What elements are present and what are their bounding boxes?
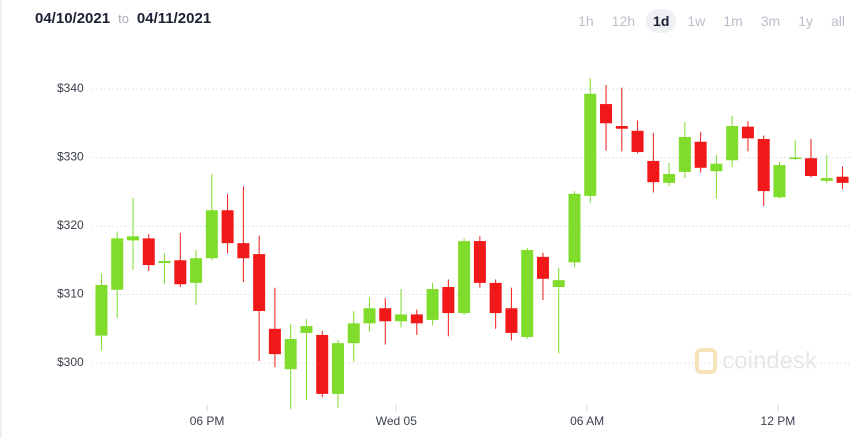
candle-body (237, 243, 250, 259)
range-buttons: 1h 12h 1d 1w 1m 3m 1y all (571, 9, 852, 33)
start-date[interactable]: 04/10/2021 (35, 10, 111, 27)
watermark: coindesk (722, 347, 818, 374)
candle-body (536, 256, 549, 279)
range-button[interactable]: 1w (687, 13, 706, 29)
range-button[interactable]: all (830, 13, 845, 29)
y-tick-label: $310 (57, 287, 84, 301)
candle-body (631, 130, 644, 153)
candle-body (426, 289, 439, 320)
x-tick-label: Wed 05 (376, 414, 417, 428)
candle-body (253, 254, 266, 311)
candle-body (820, 178, 833, 181)
watermark-logo (695, 348, 717, 374)
end-date[interactable]: 04/11/2021 (136, 10, 212, 27)
candle-body (111, 238, 124, 290)
candle-body (190, 258, 203, 283)
candle-body (410, 314, 423, 324)
candle-body (126, 236, 139, 241)
candle-body (95, 284, 108, 336)
candle-body (552, 280, 565, 287)
candle-body (331, 343, 344, 394)
candle-body (663, 173, 676, 183)
candle-body (205, 210, 218, 259)
range-button[interactable]: 1h (578, 13, 594, 29)
candle-body (600, 104, 613, 124)
candle-body (489, 282, 502, 314)
candle-body (678, 136, 691, 172)
candle-body (710, 163, 723, 172)
candle-body (300, 326, 313, 333)
candle-body (584, 93, 597, 196)
candle-body (347, 323, 360, 344)
candle-body (158, 260, 171, 264)
range-button[interactable]: 1y (798, 13, 813, 29)
candle-body (442, 286, 455, 314)
candle-body (757, 139, 770, 192)
range-button[interactable]: 12h (611, 13, 636, 29)
range-button[interactable]: 1m (723, 13, 743, 29)
candle-body (568, 193, 581, 263)
y-tick-label: $330 (57, 150, 84, 164)
range-button[interactable]: 1d (646, 9, 677, 33)
y-tick-label: $300 (57, 355, 84, 369)
candle-body (268, 328, 281, 355)
candle-body (458, 241, 471, 314)
y-tick-label: $340 (57, 81, 84, 95)
candle-body (174, 260, 187, 285)
candle-body (473, 241, 486, 283)
candle-body (694, 141, 707, 168)
candle-body (142, 238, 155, 266)
candle-body (521, 250, 534, 338)
candle-body (395, 314, 408, 322)
candle-body (379, 308, 392, 322)
candle-body (789, 157, 802, 160)
x-tick-label: 12 PM (761, 414, 796, 428)
candle-body (316, 334, 329, 394)
candle-body (741, 126, 754, 139)
y-tick-label: $320 (57, 218, 84, 232)
candle-body (284, 339, 297, 370)
date-range: 04/10/2021 to 04/11/2021 (35, 10, 211, 27)
candle-body (363, 308, 376, 324)
candle-body (505, 308, 518, 333)
candle-body (836, 176, 849, 183)
range-button[interactable]: 3m (760, 13, 781, 29)
candle-body (615, 125, 628, 129)
candle-body (647, 160, 660, 183)
x-tick-label: 06 AM (570, 414, 604, 428)
x-tick-label: 06 PM (190, 414, 225, 428)
candle-body (221, 210, 234, 244)
candle-body (805, 158, 818, 177)
candle-body (773, 165, 786, 198)
candle-body (726, 125, 739, 161)
range-separator: to (118, 11, 129, 26)
